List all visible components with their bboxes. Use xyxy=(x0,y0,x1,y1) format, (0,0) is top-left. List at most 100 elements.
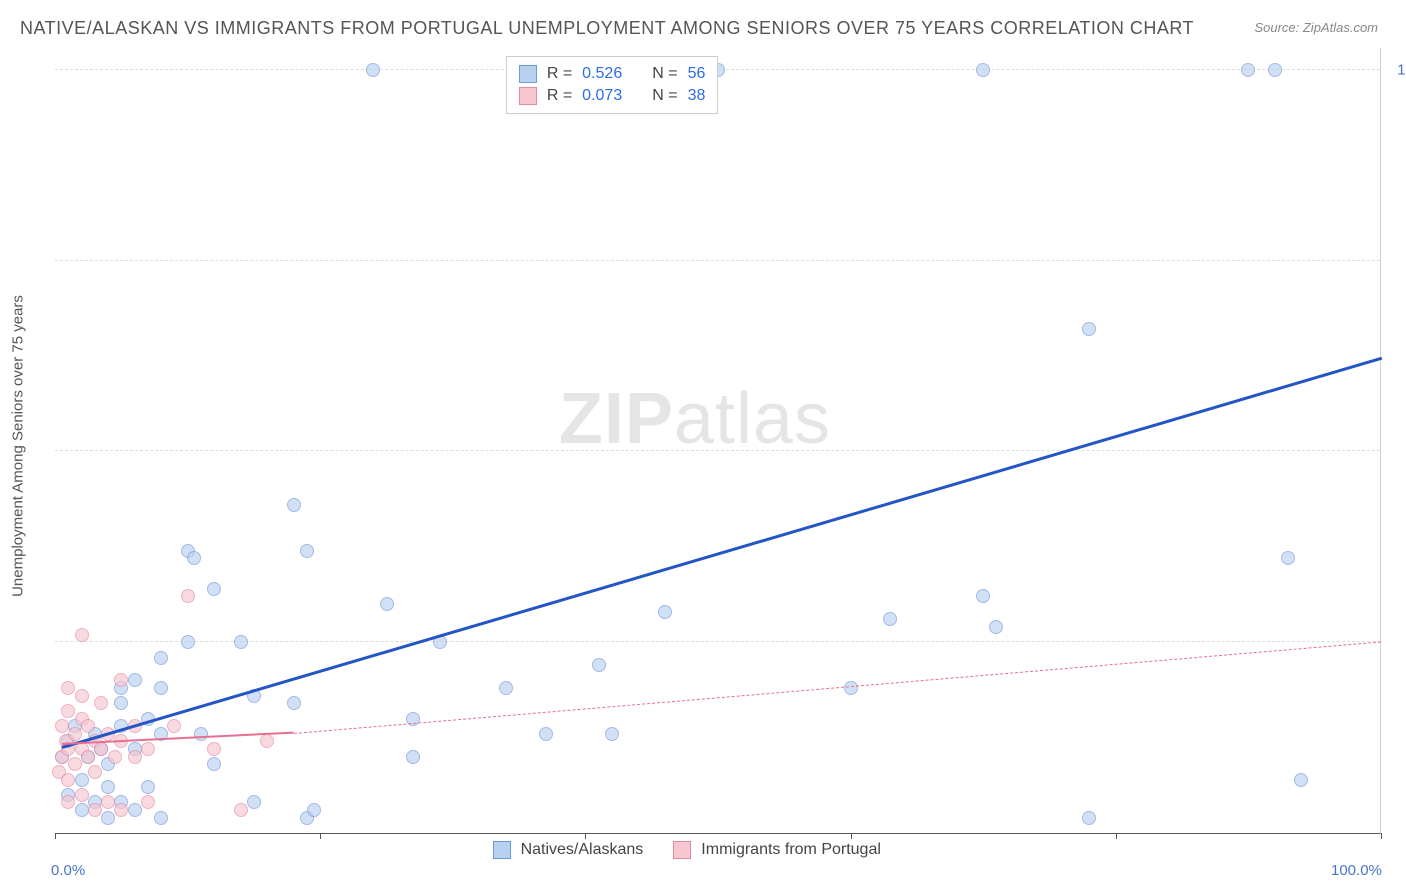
data-point xyxy=(61,795,75,809)
y-tick-label: 75.0% xyxy=(1388,252,1406,269)
data-point xyxy=(128,673,142,687)
data-point xyxy=(1082,811,1096,825)
data-point xyxy=(88,803,102,817)
data-point xyxy=(234,635,248,649)
data-point xyxy=(141,742,155,756)
data-point xyxy=(128,750,142,764)
legend-swatch xyxy=(519,65,537,83)
data-point xyxy=(499,681,513,695)
data-point xyxy=(108,750,122,764)
r-value: 0.073 xyxy=(582,87,622,105)
data-point xyxy=(167,719,181,733)
data-point xyxy=(75,788,89,802)
data-point xyxy=(154,651,168,665)
data-point xyxy=(406,750,420,764)
gridline xyxy=(55,450,1380,451)
data-point xyxy=(81,719,95,733)
data-point xyxy=(181,635,195,649)
data-point xyxy=(114,673,128,687)
data-point xyxy=(101,780,115,794)
data-point xyxy=(88,765,102,779)
data-point xyxy=(300,544,314,558)
data-point xyxy=(207,757,221,771)
data-point xyxy=(287,498,301,512)
data-point xyxy=(75,803,89,817)
data-point xyxy=(260,734,274,748)
data-point xyxy=(94,742,108,756)
data-point xyxy=(75,628,89,642)
correlation-legend: R =0.526N =56R =0.073N =38 xyxy=(506,56,719,114)
data-point xyxy=(592,658,606,672)
n-label: N = xyxy=(652,65,677,83)
y-axis-label: Unemployment Among Seniors over 75 years xyxy=(10,295,27,597)
data-point xyxy=(1241,63,1255,77)
data-point xyxy=(380,597,394,611)
x-tick xyxy=(851,833,852,839)
data-point xyxy=(247,795,261,809)
data-point xyxy=(976,589,990,603)
data-point xyxy=(1082,322,1096,336)
data-point xyxy=(55,719,69,733)
data-point xyxy=(68,757,82,771)
x-tick xyxy=(585,833,586,839)
y-tick-label: 50.0% xyxy=(1388,443,1406,460)
data-point xyxy=(68,727,82,741)
plot-area: 25.0%50.0%75.0%100.0%0.0%100.0%ZIPatlasR… xyxy=(55,48,1381,834)
r-label: R = xyxy=(547,87,572,105)
data-point xyxy=(141,795,155,809)
chart-title: NATIVE/ALASKAN VS IMMIGRANTS FROM PORTUG… xyxy=(20,18,1194,39)
r-label: R = xyxy=(547,65,572,83)
data-point xyxy=(187,551,201,565)
data-point xyxy=(844,681,858,695)
data-point xyxy=(75,689,89,703)
x-tick-label: 0.0% xyxy=(51,862,85,879)
x-tick xyxy=(1116,833,1117,839)
data-point xyxy=(101,795,115,809)
data-point xyxy=(94,696,108,710)
legend-label: Immigrants from Portugal xyxy=(701,841,881,859)
legend-label: Natives/Alaskans xyxy=(521,841,644,859)
data-point xyxy=(207,742,221,756)
y-tick-label: 100.0% xyxy=(1388,61,1406,78)
legend-swatch xyxy=(519,87,537,105)
data-point xyxy=(1294,773,1308,787)
data-point xyxy=(141,780,155,794)
legend-swatch xyxy=(673,841,691,859)
data-point xyxy=(154,681,168,695)
x-tick xyxy=(55,833,56,839)
data-point xyxy=(154,811,168,825)
data-point xyxy=(307,803,321,817)
n-value: 56 xyxy=(688,65,706,83)
data-point xyxy=(61,704,75,718)
data-point xyxy=(61,681,75,695)
data-point xyxy=(1268,63,1282,77)
legend-swatch xyxy=(493,841,511,859)
data-point xyxy=(75,773,89,787)
trend-line xyxy=(294,641,1381,734)
data-point xyxy=(81,750,95,764)
trend-line xyxy=(61,357,1381,749)
data-point xyxy=(61,773,75,787)
x-tick-label: 100.0% xyxy=(1331,862,1382,879)
data-point xyxy=(287,696,301,710)
data-point xyxy=(114,803,128,817)
legend-row: R = 0.526 N = 56 xyxy=(519,63,706,85)
y-tick-label: 25.0% xyxy=(1388,634,1406,651)
data-point xyxy=(128,803,142,817)
r-value: 0.526 xyxy=(582,65,622,83)
data-point xyxy=(1281,551,1295,565)
data-point xyxy=(658,605,672,619)
data-point xyxy=(989,620,1003,634)
data-point xyxy=(181,589,195,603)
gridline xyxy=(55,260,1380,261)
gridline xyxy=(55,641,1380,642)
data-point xyxy=(883,612,897,626)
x-tick xyxy=(320,833,321,839)
source-label: Source: ZipAtlas.com xyxy=(1254,20,1378,35)
data-point xyxy=(605,727,619,741)
n-label: N = xyxy=(652,87,677,105)
data-point xyxy=(366,63,380,77)
x-tick xyxy=(1381,833,1382,839)
data-point xyxy=(976,63,990,77)
data-point xyxy=(114,696,128,710)
